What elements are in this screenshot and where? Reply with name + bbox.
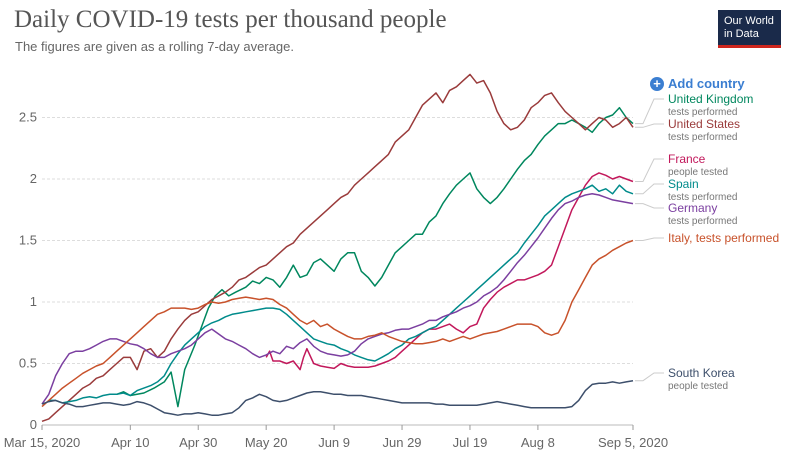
series-label: Italy, tests performed [668,231,779,245]
x-tick-label: Jul 19 [453,435,488,450]
x-tick-label: Apr 30 [179,435,217,450]
logo-line-1: Our World [724,15,774,27]
chart-title: Daily COVID-19 tests per thousand people [14,6,447,33]
series-sublabel: people tested [668,381,728,392]
x-tick-label: Jun 29 [383,435,422,450]
series-line [41,73,634,423]
y-tick-label: 2.5 [19,110,37,125]
chart-subtitle: The figures are given as a rolling 7-day… [15,39,294,54]
series-sublabel: tests performed [668,216,737,227]
series-sublabel: tests performed [668,107,737,118]
label-connector [635,98,664,125]
series-line [41,239,634,408]
series-line [41,379,634,416]
series-label: France [668,152,706,166]
plus-icon: + [650,76,664,91]
y-tick-label: 1.5 [19,233,37,248]
series-line [41,193,634,405]
label-connector [635,158,664,182]
add-country-button[interactable]: + Add country [650,76,745,91]
series-label: South Korea [668,366,735,380]
label-connector [635,183,664,195]
series-label: Spain [668,177,699,191]
y-tick-label: 2 [30,171,37,186]
y-tick-label: 0.5 [19,356,37,371]
series-label: Germany [668,201,717,215]
series-sublabel: people tested [668,167,728,178]
label-connector [635,237,664,241]
x-tick-label: Apr 10 [111,435,149,450]
logo-line-2: in Data [724,28,759,40]
label-connector [635,123,664,128]
series-label: United Kingdom [668,92,753,106]
x-tick-label: Mar 15, 2020 [4,435,81,450]
add-country-label: Add country [668,76,745,91]
owid-logo[interactable]: Our World in Data [718,10,781,48]
series-line [265,172,634,371]
x-tick-label: Aug 8 [521,435,555,450]
series-sublabel: tests performed [668,192,737,203]
series-line [116,106,634,408]
y-tick-label: 1 [30,294,37,309]
y-tick-label: 0 [30,417,37,432]
label-connector [635,203,664,209]
label-connector [635,372,664,382]
x-tick-label: Jun 9 [318,435,350,450]
series-label: United States [668,117,740,131]
x-tick-label: Sep 5, 2020 [598,435,668,450]
x-tick-label: May 20 [245,435,288,450]
series-line [48,184,634,404]
series-sublabel: tests performed [668,132,737,143]
